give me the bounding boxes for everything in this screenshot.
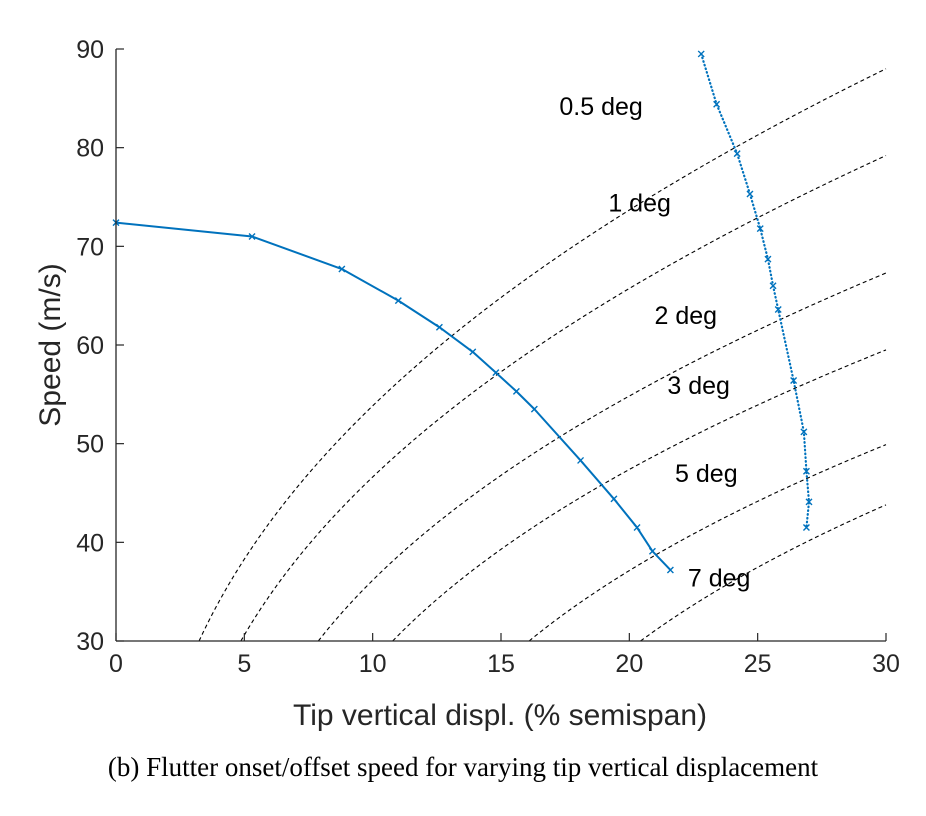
series-2-marker <box>769 282 777 290</box>
curve-label-1: 0.5 deg <box>559 93 642 121</box>
series-1-marker <box>435 323 443 331</box>
series-2-marker <box>697 50 705 58</box>
series-2-line <box>700 52 811 529</box>
reference-curves <box>198 68 887 642</box>
y-tick-label: 30 <box>76 628 104 656</box>
series-1-marker <box>492 369 500 377</box>
series-2-marker <box>802 524 810 532</box>
series-2-marker <box>790 377 798 385</box>
reference-curve-6 <box>640 504 887 642</box>
y-tick-label: 90 <box>76 36 104 64</box>
reference-curve-1 <box>198 68 887 642</box>
series-2-marker <box>746 190 754 198</box>
series-1-marker <box>633 524 641 532</box>
series-1-line <box>115 221 672 571</box>
series-1-marker <box>338 265 346 273</box>
x-tick-label: 5 <box>237 650 251 678</box>
curve-label-3: 2 deg <box>655 302 718 330</box>
figure-caption: (b) Flutter onset/offset speed for varyi… <box>107 752 819 782</box>
series-1-marker <box>610 495 618 503</box>
series-2-marker <box>733 150 741 158</box>
tick-labels: 0 5 10 15 20 25 30 30 40 50 60 70 80 90 <box>76 36 900 678</box>
y-tick-label: 80 <box>76 135 104 163</box>
axes <box>115 48 887 642</box>
y-axis-title: Speed (m/s) <box>34 263 67 426</box>
series-1-marker <box>577 456 585 464</box>
reference-curve-2 <box>240 155 887 642</box>
y-tick-label: 60 <box>76 332 104 360</box>
x-tick-label: 10 <box>359 650 387 678</box>
series-2-marker <box>713 100 721 108</box>
series-2-marker <box>802 467 810 475</box>
y-tick-label: 50 <box>76 431 104 459</box>
x-tick-label: 30 <box>872 650 900 678</box>
reference-curve-3 <box>317 272 887 642</box>
series-2-marker <box>774 305 782 313</box>
x-tick-label: 25 <box>744 650 772 678</box>
series-2-marker <box>805 498 813 506</box>
series-1-marker <box>648 547 656 555</box>
reference-curve-5 <box>528 444 887 642</box>
flutter-speed-chart: 0.5 deg 1 deg 2 deg 3 deg 5 deg 7 deg 0 5 10 15 2… <box>34 36 900 732</box>
y-tick-label: 40 <box>76 529 104 557</box>
curve-label-2: 1 deg <box>608 190 671 218</box>
series-2-marker <box>756 225 764 233</box>
x-axis-title: Tip vertical displ. (% semispan) <box>293 699 707 732</box>
series-1-marker <box>666 566 674 574</box>
x-tick-label: 15 <box>487 650 515 678</box>
y-tick-label: 70 <box>76 233 104 261</box>
series-1-marker <box>248 232 256 240</box>
series-1-marker <box>512 387 520 395</box>
series-2-marker <box>800 428 808 436</box>
series-1-marker <box>394 297 402 305</box>
reference-curve-4 <box>392 349 887 642</box>
x-tick-label: 0 <box>109 650 123 678</box>
x-tick-label: 20 <box>615 650 643 678</box>
reference-curve-labels: 0.5 deg 1 deg 2 deg 3 deg 5 deg 7 deg <box>559 93 750 593</box>
data-series <box>112 50 813 574</box>
curve-label-6: 7 deg <box>688 564 751 592</box>
series-1-marker <box>530 405 538 413</box>
series-1-marker <box>469 348 477 356</box>
series-2-marker <box>764 255 772 263</box>
curve-label-4: 3 deg <box>667 372 730 400</box>
curve-label-5: 5 deg <box>675 460 738 488</box>
